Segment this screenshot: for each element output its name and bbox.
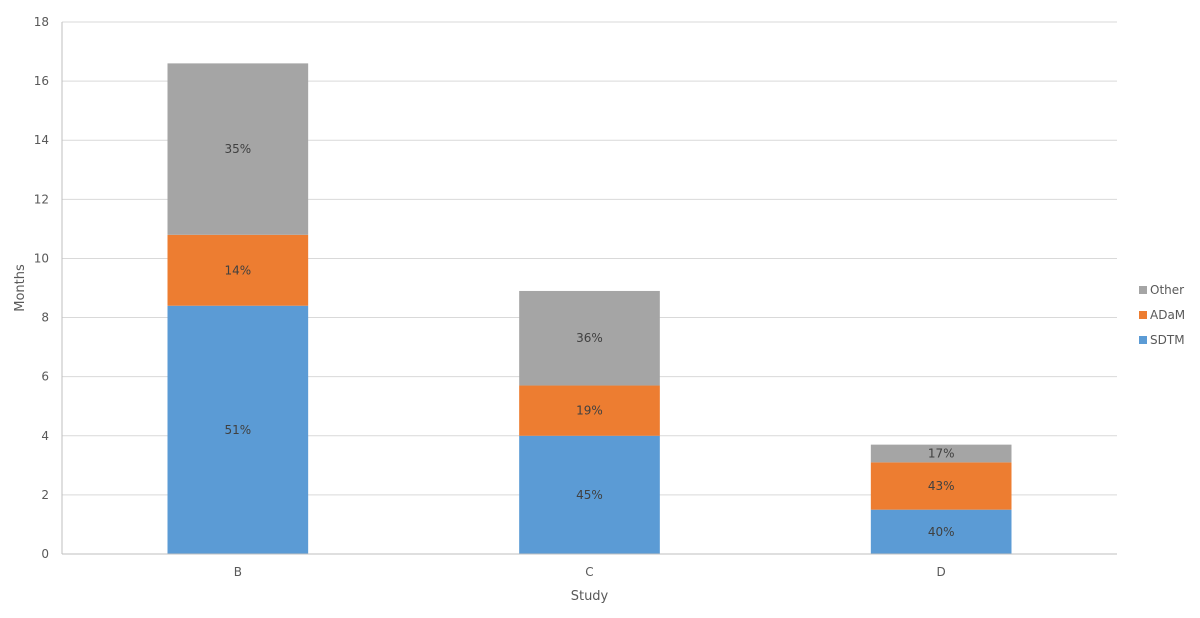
legend-swatch-sdtm xyxy=(1139,336,1147,344)
x-axis-title: Study xyxy=(571,589,609,604)
y-tick-label: 6 xyxy=(41,370,49,384)
legend-swatch-other xyxy=(1139,286,1147,294)
y-tick-label: 8 xyxy=(41,311,49,325)
y-axis-title: Months xyxy=(13,264,28,312)
x-tick-label: B xyxy=(234,565,242,579)
y-tick-label: 12 xyxy=(34,192,49,206)
legend-swatch-adam xyxy=(1139,311,1147,319)
bar-adam-d xyxy=(870,462,1012,510)
legend-label-sdtm: SDTM xyxy=(1150,333,1185,347)
y-tick-label: 14 xyxy=(34,133,49,147)
bar-sdtm-b xyxy=(167,305,309,554)
legend-label-other: Other xyxy=(1150,283,1184,297)
bars: 51% 14% 35% 45% 19% 36% 40% 43% 17% xyxy=(167,63,1012,554)
y-axis-ticks: 0 2 4 6 8 10 12 14 16 18 xyxy=(34,15,49,561)
y-tick-label: 4 xyxy=(41,429,49,443)
data-label: 35% xyxy=(224,142,251,156)
bar-adam-b xyxy=(167,234,309,306)
x-tick-label: C xyxy=(585,565,593,579)
x-axis-ticks: B C D xyxy=(234,565,946,579)
x-tick-label: D xyxy=(937,565,946,579)
data-label: 36% xyxy=(576,331,603,345)
legend-label-adam: ADaM xyxy=(1150,308,1185,322)
bar-sdtm-c xyxy=(519,435,660,554)
y-tick-label: 16 xyxy=(34,74,49,88)
data-label: 40% xyxy=(928,525,955,539)
legend: Other ADaM SDTM xyxy=(1139,283,1185,347)
bar-sdtm-d xyxy=(870,509,1012,554)
bar-adam-c xyxy=(519,385,660,436)
data-label: 14% xyxy=(224,263,251,277)
data-label: 43% xyxy=(928,479,955,493)
bar-other-d xyxy=(870,444,1012,463)
data-label: 19% xyxy=(576,404,603,418)
data-label: 51% xyxy=(224,423,251,437)
y-tick-label: 0 xyxy=(41,547,49,561)
y-tick-label: 10 xyxy=(34,251,49,265)
bar-other-c xyxy=(519,290,660,386)
y-tick-label: 18 xyxy=(34,15,49,29)
y-tick-label: 2 xyxy=(41,488,49,502)
data-label: 45% xyxy=(576,488,603,502)
data-label: 17% xyxy=(928,447,955,461)
bar-other-b xyxy=(167,63,309,235)
